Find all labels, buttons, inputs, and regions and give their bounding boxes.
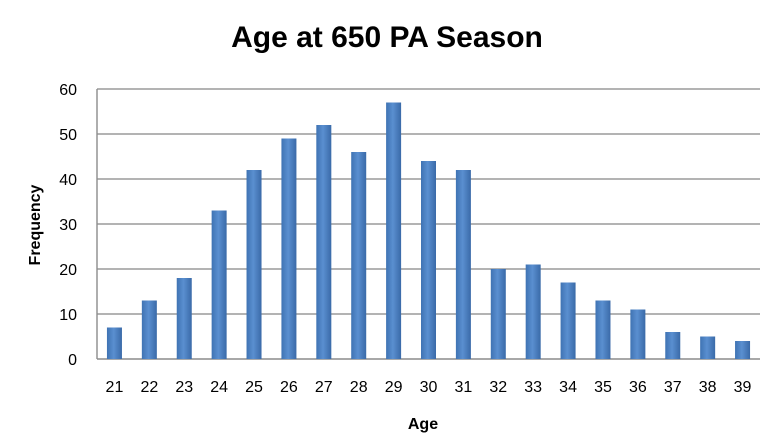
x-tick-label: 38 [699,379,717,396]
y-axis-ticks: 0 10 20 30 40 50 60 [59,82,77,369]
x-tick-label: 34 [559,379,577,396]
bar-age-26 [281,138,297,359]
x-axis-label: Age [408,416,438,433]
x-tick-label: 21 [106,379,124,396]
x-tick-label: 35 [594,379,612,396]
x-tick-label: 36 [629,379,647,396]
bar-age-21 [106,327,122,359]
bar-age-22 [141,300,157,359]
x-tick-label: 33 [524,379,542,396]
x-tick-label: 27 [315,379,333,396]
bar-age-35 [595,300,611,359]
x-tick-label: 37 [664,379,682,396]
bars [106,102,751,359]
bar-age-34 [560,282,576,359]
y-axis-label: Frequency [27,184,44,265]
x-axis-ticks: 21 22 23 24 25 26 27 28 29 30 31 32 33 34 35 36 37 38 39 [106,379,752,396]
x-tick-label: 32 [489,379,507,396]
y-tick-label: 50 [59,127,77,144]
y-tick-label: 60 [59,82,77,99]
x-tick-label: 31 [454,379,472,396]
bar-age-27 [316,125,332,359]
x-tick-label: 30 [420,379,438,396]
bar-age-25 [246,170,262,359]
bar-age-36 [630,309,646,359]
bar-age-33 [525,264,541,359]
bar-age-24 [211,210,227,359]
x-tick-label: 28 [350,379,368,396]
y-tick-label: 30 [59,217,77,234]
bar-age-30 [421,161,436,359]
bar-age-31 [455,170,471,359]
x-tick-label: 23 [175,379,193,396]
y-tick-label: 20 [59,262,77,279]
y-tick-label: 40 [59,172,77,189]
y-tick-label: 0 [68,352,77,369]
bar-age-28 [351,152,367,359]
bar-age-32 [490,269,506,359]
x-tick-label: 22 [140,379,158,396]
x-tick-label: 24 [210,379,228,396]
bar-age-39 [735,341,751,359]
x-tick-label: 29 [385,379,403,396]
x-tick-label: 39 [734,379,752,396]
bar-age-29 [386,102,402,359]
bar-age-23 [176,278,192,359]
chart-title: Age at 650 PA Season [231,21,543,54]
x-tick-label: 25 [245,379,263,396]
bar-age-38 [700,336,716,359]
x-tick-label: 26 [280,379,298,396]
y-tick-label: 10 [59,307,77,324]
bar-age-37 [665,332,681,359]
